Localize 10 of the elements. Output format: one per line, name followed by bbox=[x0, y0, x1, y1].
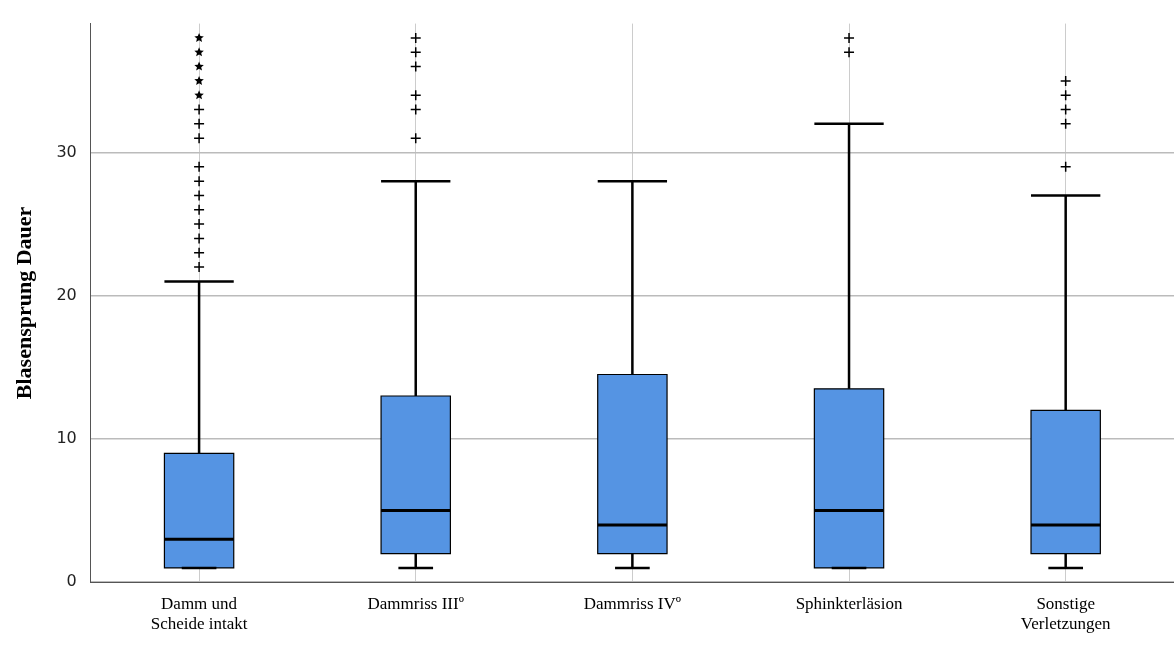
y-tick-label: 30 bbox=[56, 141, 77, 161]
x-tick-label: Dammriss IVº bbox=[583, 593, 682, 613]
y-tick-label: 10 bbox=[56, 428, 77, 448]
y-tick-label: 0 bbox=[66, 571, 77, 591]
y-axis-title: Blasensprung Dauer bbox=[10, 206, 36, 400]
x-tick-label: Sphinkterläsion bbox=[795, 593, 903, 613]
y-tick-label: 20 bbox=[56, 284, 77, 304]
x-tick-label: Sonstige Verletzungen bbox=[1020, 593, 1112, 634]
x-tick-label: Dammriss IIIº bbox=[367, 593, 464, 613]
x-tick-label: Damm und Scheide intakt bbox=[150, 593, 248, 634]
